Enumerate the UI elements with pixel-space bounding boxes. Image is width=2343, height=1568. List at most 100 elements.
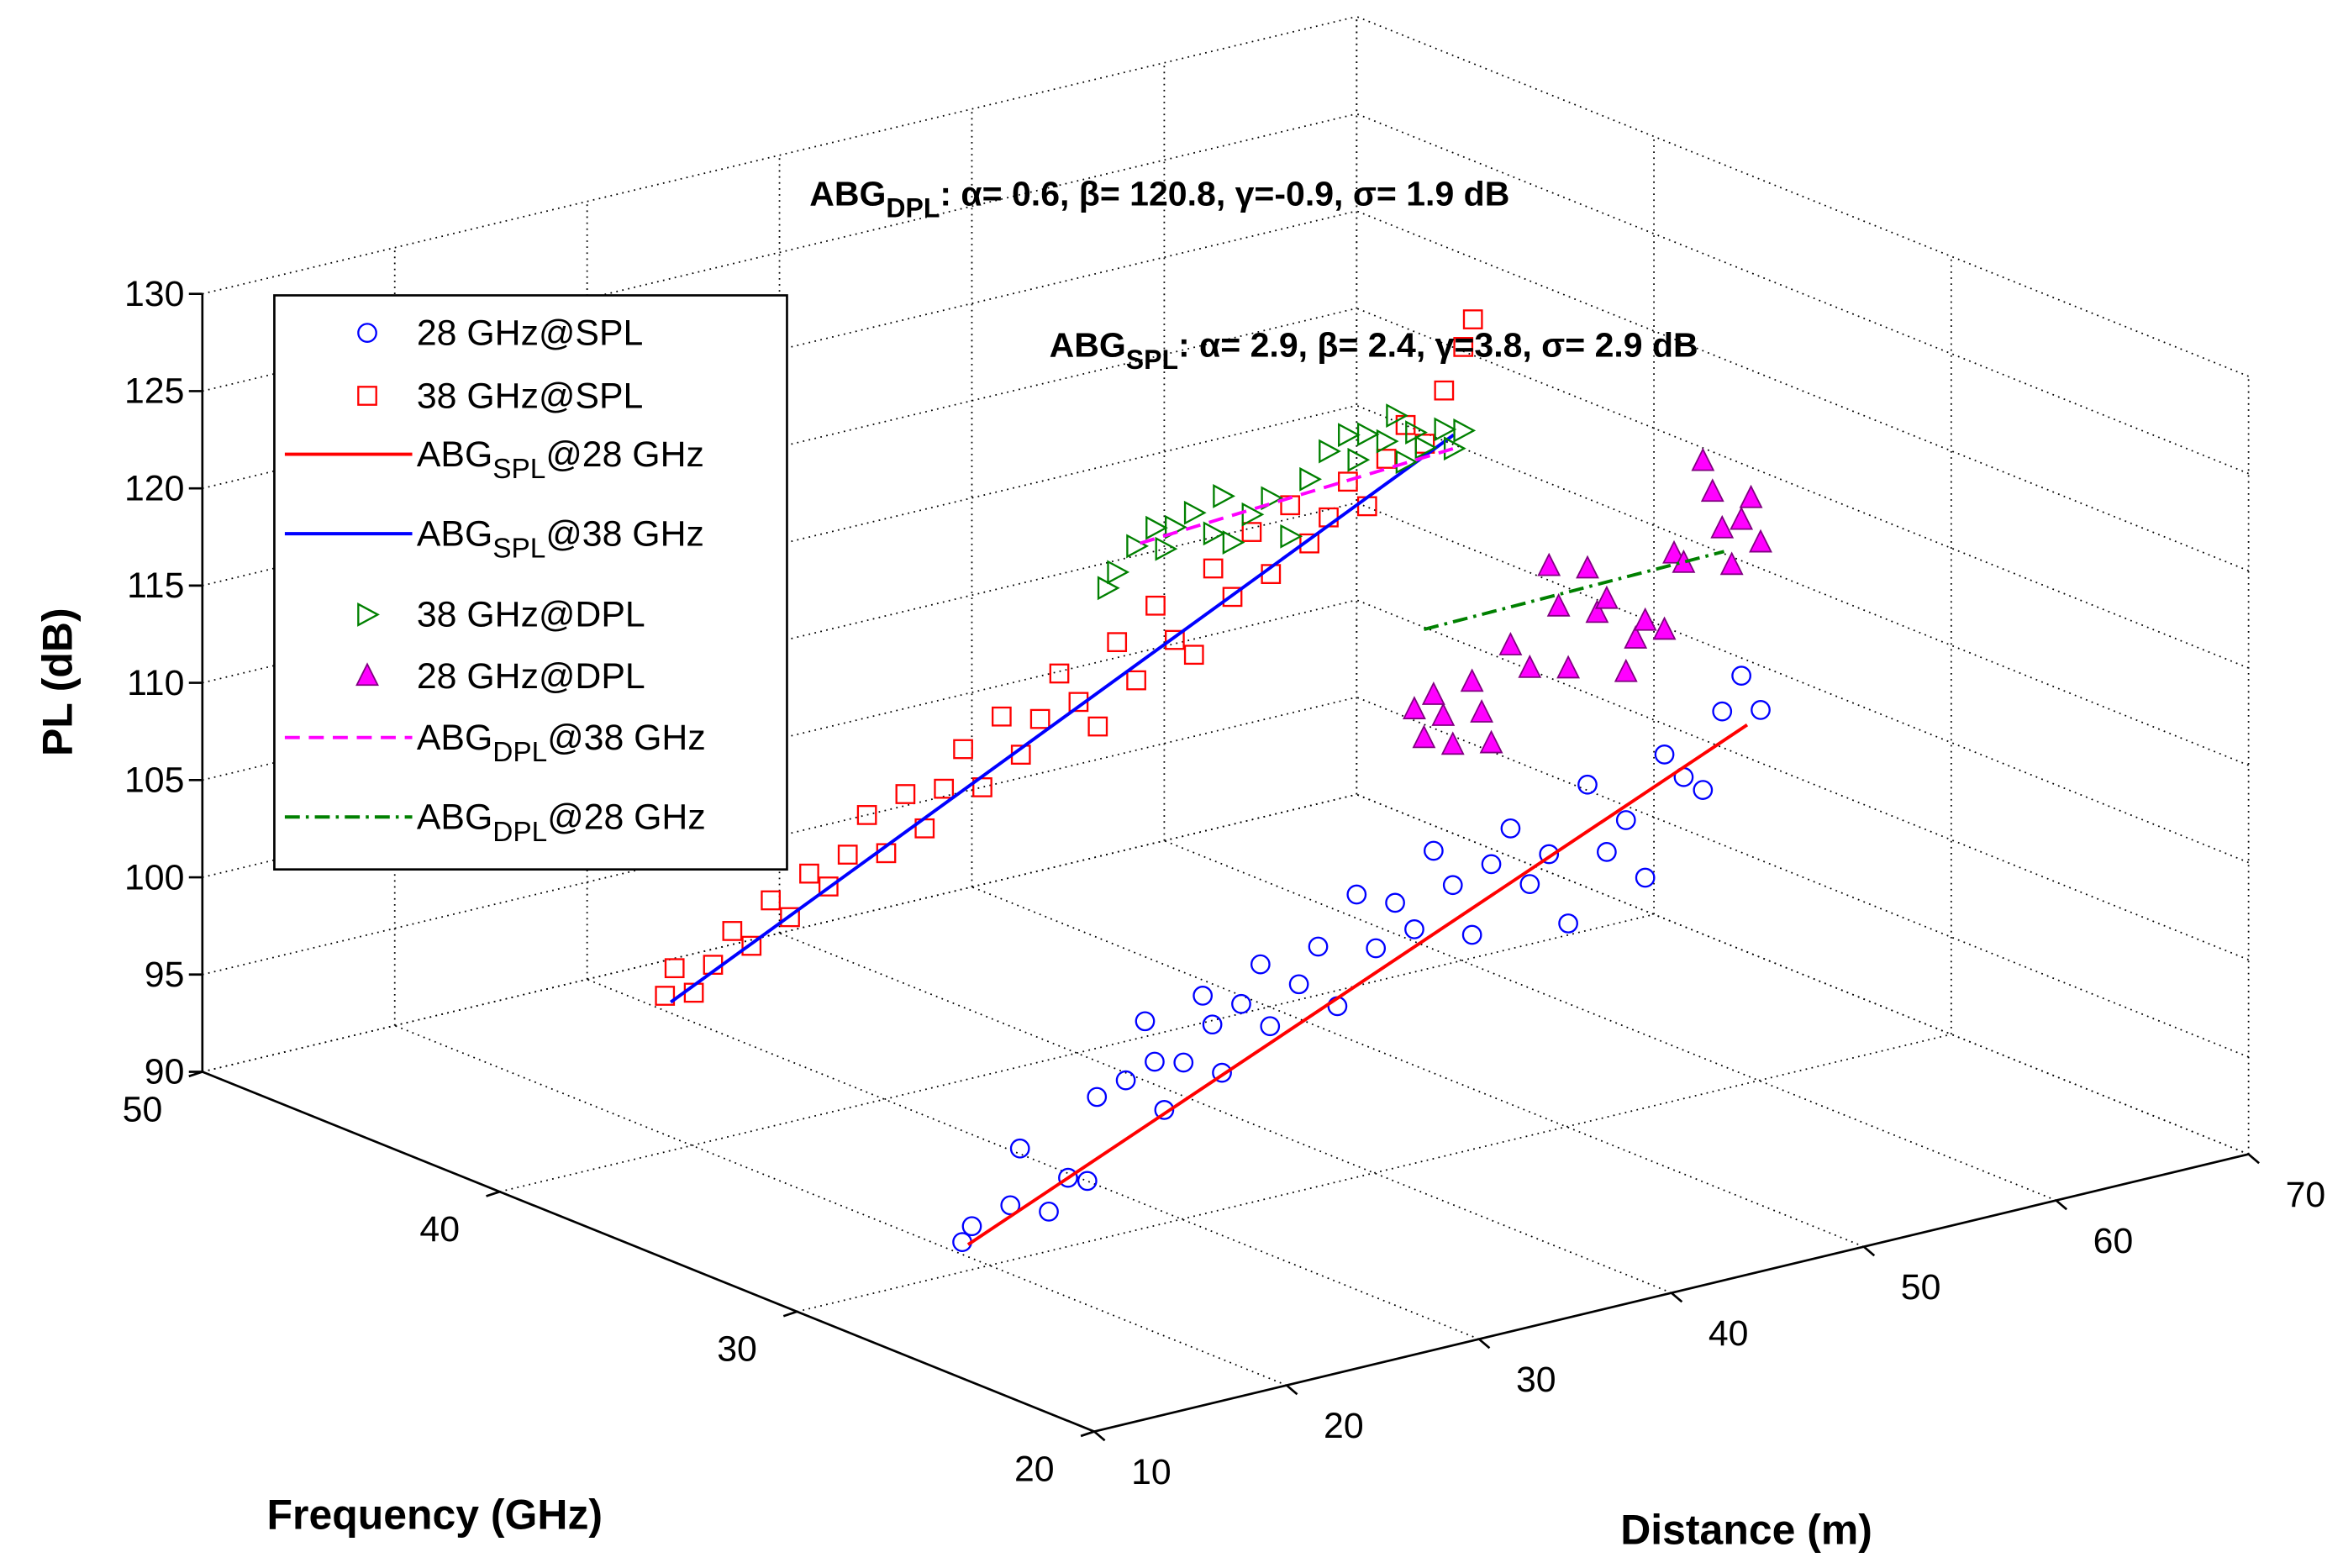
point <box>1299 533 1319 554</box>
legend-label-rest: @38 GHz <box>547 718 706 758</box>
point <box>1414 435 1438 460</box>
y-tick-label: 50 <box>123 1089 163 1129</box>
point <box>1431 702 1456 726</box>
legend-label-rest: @38 GHz <box>545 513 704 554</box>
grid-line <box>1164 839 2057 1202</box>
point <box>1635 867 1656 888</box>
point <box>1376 449 1397 469</box>
legend-marker <box>355 662 379 687</box>
point <box>1558 913 1578 934</box>
annotation-rest: : α= 2.9, β= 2.4, γ=3.8, σ= 2.9 dB <box>1178 326 1698 365</box>
point <box>1730 506 1754 530</box>
point <box>1173 1052 1194 1073</box>
y-tick <box>1080 1430 1095 1438</box>
point <box>741 935 762 956</box>
point <box>1662 539 1686 564</box>
point <box>1222 587 1243 608</box>
legend-label-main: ABG <box>417 513 492 554</box>
legend-label-main: ABG <box>417 434 492 475</box>
point <box>1077 1171 1098 1192</box>
z-tick-label: 130 <box>124 274 184 314</box>
point <box>1460 668 1484 692</box>
point <box>1652 616 1677 640</box>
point <box>1202 1014 1223 1035</box>
grid-line <box>1356 210 2249 572</box>
point <box>1614 658 1638 682</box>
point <box>1385 892 1405 913</box>
annotation-sub: SPL <box>1126 345 1178 375</box>
point <box>1412 724 1436 749</box>
point <box>1731 666 1751 686</box>
y-axis <box>202 1071 1095 1433</box>
point <box>1434 417 1457 442</box>
legend-marker <box>357 386 377 406</box>
legend-label-rest: @28 GHz <box>545 434 704 475</box>
point <box>1404 919 1424 939</box>
point <box>1577 774 1598 795</box>
point <box>1739 484 1763 508</box>
legend-label: ABGSPL@38 GHz <box>417 513 704 564</box>
annotation: ABGDPL: α= 0.6, β= 120.8, γ=-0.9, σ= 1.9… <box>809 174 1509 223</box>
fit-line <box>1423 550 1725 631</box>
point <box>1346 884 1367 905</box>
point <box>1280 524 1303 549</box>
point <box>1597 842 1617 862</box>
x-tick <box>1478 1338 1491 1350</box>
point <box>664 958 685 979</box>
point <box>1145 1051 1165 1072</box>
y-axis-label: Frequency (GHz) <box>267 1492 603 1539</box>
point <box>1183 500 1207 525</box>
point <box>1615 810 1636 830</box>
point <box>1058 1167 1078 1188</box>
legend-label-sub: SPL <box>492 454 545 485</box>
point <box>1000 1195 1021 1216</box>
point <box>1250 954 1271 975</box>
legend-label-main: ABG <box>417 797 492 838</box>
legend-box <box>273 294 788 871</box>
point <box>1749 529 1772 553</box>
point <box>1366 938 1387 959</box>
grid-line <box>971 886 1865 1248</box>
point <box>1423 840 1444 861</box>
z-tick-label: 100 <box>124 857 184 897</box>
point <box>934 778 955 799</box>
point <box>895 784 916 804</box>
y-tick-label: 30 <box>717 1329 757 1370</box>
point <box>1222 530 1245 555</box>
point <box>1338 471 1358 492</box>
point <box>1710 514 1735 539</box>
point <box>1434 380 1455 401</box>
legend-label: 38 GHz@SPL <box>417 376 643 416</box>
x-tick-label: 40 <box>1709 1313 1749 1354</box>
point <box>1154 1100 1175 1120</box>
point <box>1624 625 1648 649</box>
legend-label: ABGSPL@28 GHz <box>417 434 704 485</box>
fit-line <box>669 433 1455 1004</box>
point <box>953 739 973 760</box>
point <box>1107 560 1130 585</box>
grid-line <box>1356 404 2249 766</box>
x-tick <box>1286 1384 1298 1396</box>
point <box>1203 558 1224 579</box>
point <box>1461 924 1482 945</box>
z-tick-label: 120 <box>124 468 184 508</box>
point <box>1443 436 1466 461</box>
point <box>1376 429 1399 454</box>
point <box>1462 309 1483 329</box>
z-tick-label: 125 <box>124 371 184 412</box>
point <box>1453 418 1477 443</box>
point <box>1049 663 1070 684</box>
point <box>1087 1087 1108 1108</box>
point <box>1039 1201 1059 1222</box>
point <box>1203 521 1226 546</box>
annotation-main: ABG <box>1050 326 1126 365</box>
legend-label: 28 GHz@DPL <box>417 656 645 697</box>
point <box>1403 696 1426 719</box>
z-tick-label: 90 <box>145 1052 185 1092</box>
point <box>1585 599 1609 624</box>
point <box>1126 534 1150 559</box>
legend-label: 28 GHz@SPL <box>417 313 643 353</box>
point <box>1241 522 1262 542</box>
point <box>1479 729 1503 754</box>
point <box>1576 555 1599 579</box>
